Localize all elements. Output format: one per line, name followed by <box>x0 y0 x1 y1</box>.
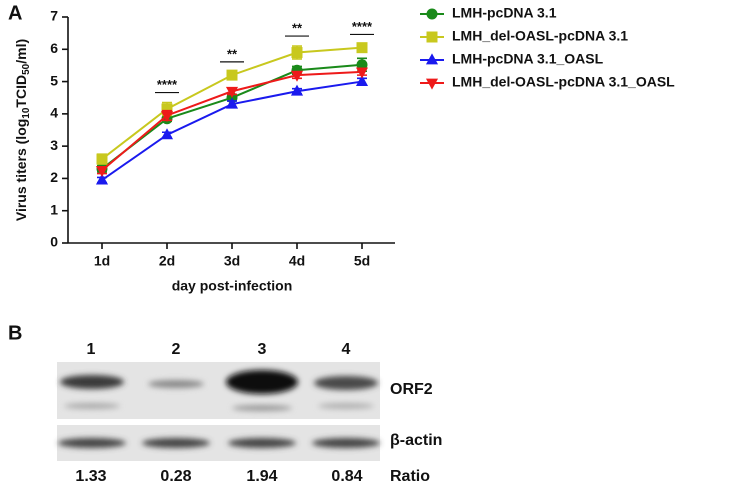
marker <box>161 103 173 115</box>
x-tick-label: 5d <box>354 253 370 269</box>
band-label: ORF2 <box>390 381 433 398</box>
marker <box>160 128 174 140</box>
y-axis-title: Virus titers (log10TCID50/ml) <box>13 39 32 221</box>
band <box>228 438 296 448</box>
marker <box>426 31 438 43</box>
legend-label: LMH_del-OASL-pcDNA 3.1 <box>452 28 628 44</box>
band <box>318 403 374 409</box>
band <box>64 403 120 409</box>
panel-label: A <box>8 2 22 24</box>
significance-label: ** <box>227 46 238 61</box>
marker <box>425 78 439 90</box>
band <box>232 405 292 411</box>
ratio-value: 1.94 <box>246 468 277 485</box>
band <box>226 370 298 394</box>
marker <box>226 69 238 81</box>
band-label: β-actin <box>390 432 442 449</box>
y-title-sub: 10 <box>21 107 32 119</box>
y-tick-label: 6 <box>50 40 58 56</box>
y-tick-label: 3 <box>50 137 58 153</box>
significance-label: **** <box>157 77 178 92</box>
lane-label: 4 <box>342 341 351 358</box>
marker <box>426 8 438 20</box>
x-tick-label: 1d <box>94 253 110 269</box>
marker <box>225 97 239 109</box>
legend-label: LMH-pcDNA 3.1_OASL <box>452 51 604 67</box>
marker <box>355 74 369 86</box>
blot-strip <box>57 362 380 419</box>
lane-label: 1 <box>87 341 96 358</box>
marker <box>425 53 439 65</box>
band <box>58 438 126 448</box>
marker <box>355 67 369 79</box>
marker <box>95 173 109 185</box>
ratio-value: 1.33 <box>75 468 106 485</box>
marker <box>356 42 368 54</box>
y-tick-label: 5 <box>50 72 58 88</box>
y-tick-label: 4 <box>50 105 58 121</box>
legend-label: LMH-pcDNA 3.1 <box>452 5 557 21</box>
marker <box>160 111 174 123</box>
x-tick-label: 3d <box>224 253 240 269</box>
x-axis-title: day post-infection <box>172 278 293 294</box>
y-tick-label: 1 <box>50 201 58 217</box>
x-tick-label: 4d <box>289 253 305 269</box>
marker <box>290 84 304 96</box>
y-tick-label: 7 <box>50 8 58 24</box>
significance-label: ** <box>292 20 303 35</box>
band <box>312 438 380 448</box>
lane-label: 3 <box>258 341 267 358</box>
marker <box>96 153 108 165</box>
y-tick-label: 0 <box>50 234 58 250</box>
x-tick-label: 2d <box>159 253 175 269</box>
band <box>60 375 124 389</box>
y-title-part: Virus titers (log <box>13 119 29 221</box>
band <box>142 438 210 448</box>
marker <box>225 86 239 98</box>
band <box>314 376 378 390</box>
ratio-value: 0.84 <box>331 468 362 485</box>
significance-label: **** <box>352 19 373 34</box>
legend-label: LMH_del-OASL-pcDNA 3.1_OASL <box>452 74 675 90</box>
y-tick-label: 2 <box>50 169 58 185</box>
y-title-sub: 50 <box>21 63 32 75</box>
marker <box>290 70 304 82</box>
marker <box>291 47 303 59</box>
ratio-label: Ratio <box>390 468 430 485</box>
lane-label: 2 <box>172 341 181 358</box>
marker <box>95 165 109 177</box>
y-title-part: TCID <box>13 75 29 108</box>
panel-label: B <box>8 322 22 344</box>
band <box>148 380 204 388</box>
blot-bands <box>58 370 380 448</box>
y-title-part: /ml) <box>13 39 29 64</box>
ratio-value: 0.28 <box>160 468 191 485</box>
